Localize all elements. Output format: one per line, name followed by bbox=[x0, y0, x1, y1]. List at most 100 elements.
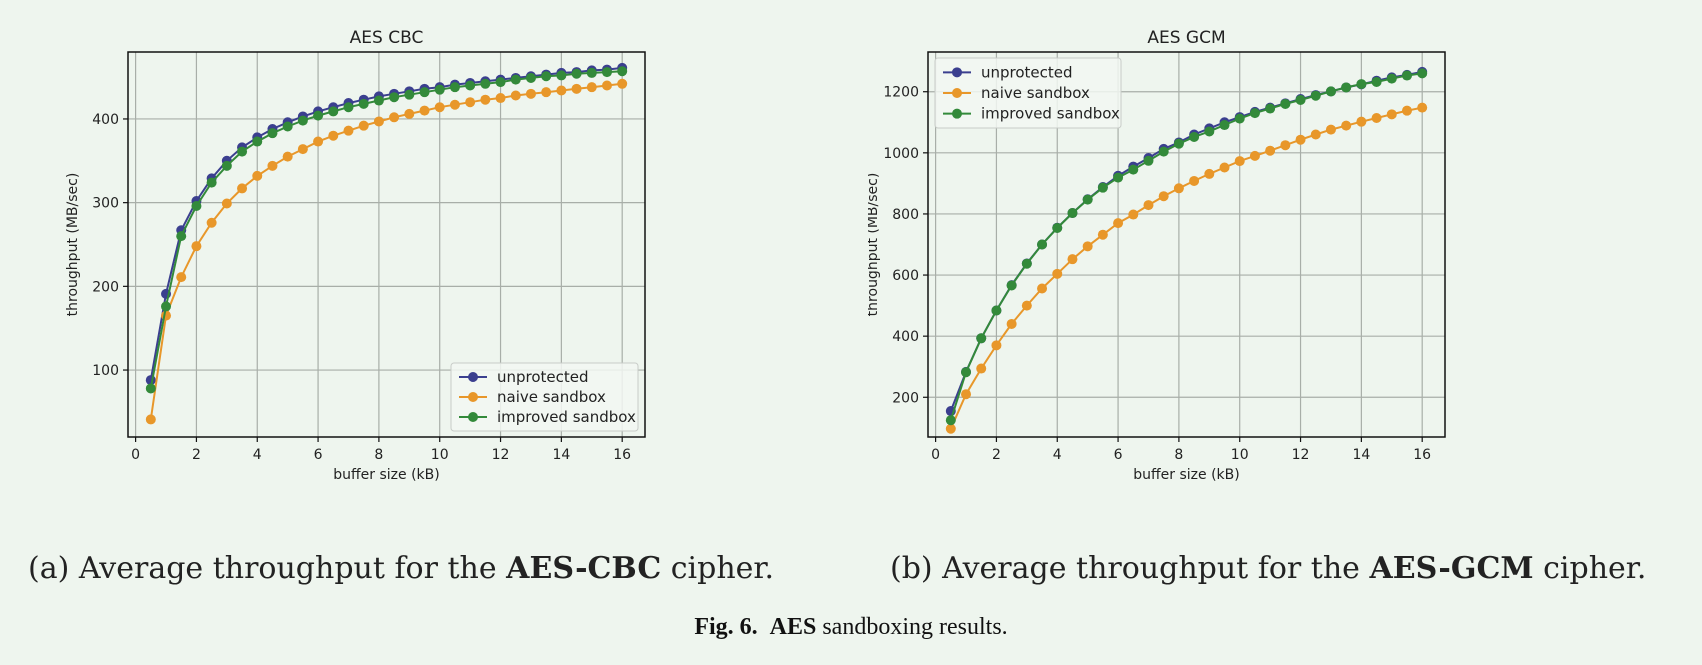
data-point-naive-sandbox bbox=[1295, 134, 1306, 145]
subcaption-a-suffix: cipher. bbox=[670, 551, 775, 586]
data-point-naive-sandbox bbox=[1113, 218, 1124, 229]
figure-caption-bold: AES bbox=[769, 614, 817, 640]
data-point-improved-sandbox bbox=[1280, 98, 1291, 109]
data-point-naive-sandbox bbox=[541, 87, 552, 98]
data-point-improved-sandbox bbox=[1341, 82, 1352, 93]
x-tick-label: 4 bbox=[253, 447, 262, 463]
data-point-improved-sandbox bbox=[267, 128, 278, 139]
data-point-improved-sandbox bbox=[1067, 208, 1078, 219]
x-tick-label: 0 bbox=[931, 447, 940, 463]
data-point-improved-sandbox bbox=[404, 89, 415, 100]
data-point-improved-sandbox bbox=[1097, 182, 1108, 193]
data-point-improved-sandbox bbox=[343, 102, 354, 113]
legend-label-improved-sandbox: improved sandbox bbox=[497, 408, 636, 426]
data-point-naive-sandbox bbox=[206, 217, 217, 228]
x-tick-label: 12 bbox=[492, 447, 510, 463]
x-tick-label: 4 bbox=[1053, 447, 1062, 463]
legend: unprotected naive sandbox improved sandbox bbox=[934, 57, 1122, 129]
x-tick-label: 16 bbox=[613, 447, 631, 463]
x-tick-label: 0 bbox=[131, 447, 140, 463]
data-point-naive-sandbox bbox=[389, 112, 400, 123]
data-point-naive-sandbox bbox=[145, 414, 156, 425]
figure-caption: Fig. 6. AES sandboxing results. bbox=[0, 614, 1702, 641]
data-point-improved-sandbox bbox=[1417, 68, 1428, 79]
legend-box bbox=[450, 362, 639, 432]
data-point-improved-sandbox bbox=[419, 87, 430, 98]
series-line-unprotected bbox=[149, 66, 623, 381]
x-tick-label: 10 bbox=[431, 447, 449, 463]
y-tick-label: 800 bbox=[892, 207, 919, 223]
data-point-naive-sandbox bbox=[343, 125, 354, 136]
legend-marker-unprotected bbox=[468, 372, 478, 382]
x-tick-label: 6 bbox=[314, 447, 323, 463]
data-point-improved-sandbox bbox=[495, 77, 506, 88]
data-point-naive-sandbox bbox=[1006, 318, 1017, 329]
data-point-naive-sandbox bbox=[556, 85, 567, 96]
data-point-improved-sandbox bbox=[373, 95, 384, 106]
x-tick-label: 8 bbox=[1174, 447, 1183, 463]
legend-label-improved-sandbox: improved sandbox bbox=[981, 105, 1120, 123]
chart-aes-cbc: 0 2 4 6 8 10 12 14 16 100 200 300 400 AES CBC buffer s… bbox=[65, 28, 646, 483]
data-point-naive-sandbox bbox=[1143, 200, 1154, 211]
data-point-naive-sandbox bbox=[1204, 168, 1215, 179]
data-point-naive-sandbox bbox=[1082, 241, 1093, 252]
data-point-improved-sandbox bbox=[389, 92, 400, 103]
data-point-naive-sandbox bbox=[328, 130, 339, 141]
data-point-improved-sandbox bbox=[221, 160, 232, 171]
data-point-naive-sandbox bbox=[525, 88, 536, 99]
data-point-improved-sandbox bbox=[556, 70, 567, 81]
data-point-improved-sandbox bbox=[1265, 103, 1276, 114]
subcaption-a-bold: AES-CBC bbox=[506, 551, 662, 586]
data-point-naive-sandbox bbox=[191, 241, 202, 252]
y-axis-label: throughput (MB/sec) bbox=[65, 173, 81, 317]
data-point-improved-sandbox bbox=[480, 78, 491, 89]
chart-title: AES CBC bbox=[350, 28, 424, 48]
chart-aes-gcm: 0 2 4 6 8 10 12 14 16 200 400 600 800 1000 1200 AES GCM… bbox=[868, 28, 1446, 483]
x-tick-label: 8 bbox=[374, 447, 383, 463]
data-point-naive-sandbox bbox=[373, 116, 384, 127]
data-point-improved-sandbox bbox=[571, 68, 582, 79]
y-tick-label: 100 bbox=[92, 363, 119, 379]
data-point-naive-sandbox bbox=[297, 144, 308, 155]
data-point-naive-sandbox bbox=[1265, 145, 1276, 156]
data-point-naive-sandbox bbox=[571, 83, 582, 94]
data-point-improved-sandbox bbox=[1052, 223, 1063, 233]
data-point-improved-sandbox bbox=[1371, 76, 1382, 87]
data-point-improved-sandbox bbox=[313, 110, 324, 121]
data-point-naive-sandbox bbox=[1417, 102, 1428, 113]
x-axis-label: buffer size (kB) bbox=[1133, 467, 1239, 483]
legend-marker-improved-sandbox bbox=[952, 108, 962, 119]
x-tick-label: 12 bbox=[1292, 447, 1310, 463]
data-point-naive-sandbox bbox=[1021, 300, 1032, 311]
data-point-improved-sandbox bbox=[1249, 108, 1260, 119]
y-tick-label: 400 bbox=[92, 112, 119, 128]
data-point-naive-sandbox bbox=[1310, 129, 1321, 140]
y-tick-label: 400 bbox=[892, 329, 919, 345]
data-point-naive-sandbox bbox=[419, 105, 430, 116]
series-line-naive-sandbox bbox=[949, 106, 1423, 430]
subcaption-b-prefix: (b) Average throughput for the bbox=[890, 551, 1360, 586]
x-tick-label: 16 bbox=[1413, 447, 1431, 463]
data-point-naive-sandbox bbox=[1234, 156, 1245, 167]
legend: unprotected naive sandbox improved sandbox bbox=[450, 362, 639, 432]
data-point-improved-sandbox bbox=[586, 67, 597, 78]
data-point-naive-sandbox bbox=[945, 423, 956, 434]
data-point-naive-sandbox bbox=[1128, 209, 1139, 220]
data-point-improved-sandbox bbox=[465, 80, 476, 91]
data-point-naive-sandbox bbox=[1341, 120, 1352, 131]
data-point-improved-sandbox bbox=[1325, 86, 1336, 97]
data-point-improved-sandbox bbox=[297, 115, 308, 126]
data-point-naive-sandbox bbox=[252, 170, 263, 181]
data-point-improved-sandbox bbox=[252, 136, 263, 147]
legend-marker-naive-sandbox bbox=[468, 392, 478, 402]
data-point-improved-sandbox bbox=[1219, 120, 1230, 131]
data-point-improved-sandbox bbox=[1204, 126, 1215, 137]
data-point-naive-sandbox bbox=[1067, 254, 1078, 265]
data-point-naive-sandbox bbox=[449, 99, 460, 110]
data-point-naive-sandbox bbox=[495, 93, 506, 104]
data-point-improved-sandbox bbox=[976, 333, 987, 344]
chart-title: AES GCM bbox=[1147, 28, 1225, 48]
data-point-naive-sandbox bbox=[267, 160, 278, 171]
legend-label-naive-sandbox: naive sandbox bbox=[497, 388, 606, 406]
